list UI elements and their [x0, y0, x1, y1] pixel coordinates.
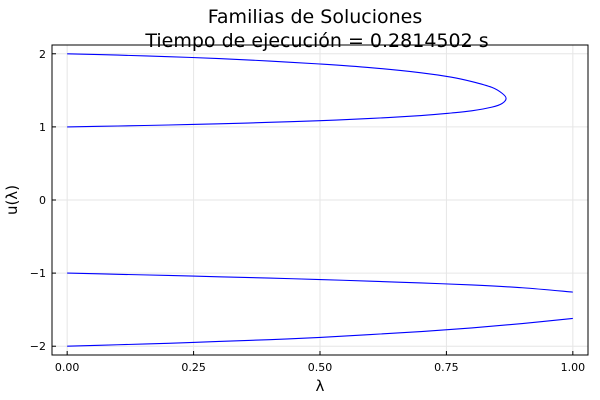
series-line-3: [67, 317, 573, 347]
y-axis-ticks: −2 −1 0 1 2: [30, 48, 56, 353]
chart-subtitle: Tiempo de ejecución = 0.2814502 s: [144, 30, 488, 52]
series-lines: [67, 53, 573, 347]
y-tick-label: 2: [39, 48, 46, 61]
series-line-1: [67, 53, 507, 128]
x-axis-ticks: 0.00 0.25 0.50 0.75 1.00: [55, 351, 585, 374]
chart-title: Familias de Soluciones: [208, 6, 423, 28]
x-tick-label: 0.75: [434, 361, 459, 374]
x-tick-label: 1.00: [561, 361, 586, 374]
y-axis-label: u(λ): [3, 185, 21, 215]
y-tick-label: −1: [30, 267, 46, 280]
y-tick-label: −2: [30, 340, 46, 353]
y-tick-label: 1: [39, 121, 46, 134]
x-tick-label: 0.00: [55, 361, 80, 374]
x-axis-label: λ: [316, 377, 325, 395]
y-tick-label: 0: [39, 194, 46, 207]
series-line-2: [67, 272, 573, 293]
x-tick-label: 0.25: [181, 361, 206, 374]
x-tick-label: 0.50: [308, 361, 333, 374]
grid-lines: [52, 45, 588, 355]
